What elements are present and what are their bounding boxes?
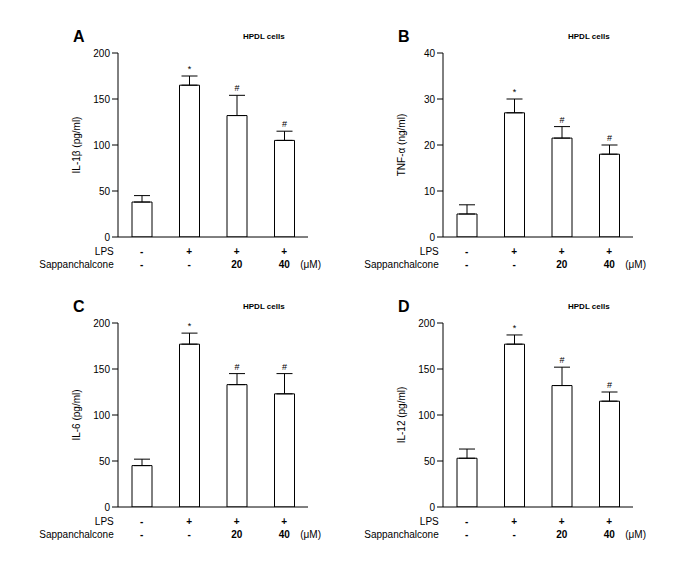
svg-text:LPS: LPS [420, 246, 439, 257]
svg-text:Sappanchalcone: Sappanchalcone [39, 259, 114, 270]
svg-text:100: 100 [93, 410, 110, 421]
svg-text:(μM): (μM) [625, 259, 646, 270]
svg-text:#: # [607, 380, 612, 390]
svg-text:40: 40 [424, 48, 436, 59]
svg-text:-: - [188, 259, 191, 270]
svg-text:+: + [281, 246, 287, 257]
svg-text:+: + [234, 516, 240, 527]
svg-text:10: 10 [424, 186, 436, 197]
svg-text:TNF-α (ng/ml): TNF-α (ng/ml) [396, 114, 407, 176]
svg-text:100: 100 [418, 410, 435, 421]
svg-text:+: + [234, 246, 240, 257]
svg-text:0: 0 [104, 232, 110, 243]
html-text:HPDL cells: HPDL cells [243, 32, 285, 41]
svg-text:Sappanchalcone: Sappanchalcone [364, 259, 439, 270]
svg-text:Sappanchalcone: Sappanchalcone [364, 529, 439, 540]
svg-text:40: 40 [279, 529, 291, 540]
svg-text:0: 0 [429, 502, 435, 513]
svg-text:200: 200 [93, 48, 110, 59]
svg-text:+: + [559, 246, 565, 257]
svg-text:150: 150 [93, 364, 110, 375]
html-text:D: D [398, 298, 410, 315]
svg-text:20: 20 [556, 529, 568, 540]
svg-text:50: 50 [424, 456, 436, 467]
svg-text:(μM): (μM) [300, 529, 321, 540]
svg-text:50: 50 [99, 456, 111, 467]
svg-text:*: * [513, 323, 517, 333]
svg-text:-: - [188, 529, 191, 540]
svg-text:#: # [559, 355, 564, 365]
svg-text:-: - [140, 246, 143, 257]
svg-text:0: 0 [104, 502, 110, 513]
svg-text:+: + [511, 246, 517, 257]
html-text:C: C [73, 298, 85, 315]
svg-text:IL-1β (pg/ml): IL-1β (pg/ml) [71, 117, 82, 174]
svg-text:#: # [282, 119, 287, 129]
svg-text:150: 150 [418, 364, 435, 375]
html-text:B: B [398, 28, 410, 45]
svg-text:+: + [511, 516, 517, 527]
svg-text:-: - [465, 529, 468, 540]
svg-text:IL-12 (pg/ml): IL-12 (pg/ml) [396, 387, 407, 444]
svg-text:150: 150 [93, 94, 110, 105]
svg-text:-: - [513, 259, 516, 270]
html-text:HPDL cells: HPDL cells [568, 32, 610, 41]
svg-text:*: * [513, 87, 517, 97]
svg-text:+: + [559, 516, 565, 527]
svg-text:40: 40 [604, 259, 616, 270]
svg-text:-: - [140, 529, 143, 540]
svg-text:20: 20 [231, 259, 243, 270]
svg-text:+: + [281, 516, 287, 527]
svg-text:+: + [186, 516, 192, 527]
svg-text:-: - [140, 516, 143, 527]
html-text:HPDL cells: HPDL cells [568, 302, 610, 311]
svg-text:#: # [559, 115, 564, 125]
svg-text:-: - [465, 516, 468, 527]
svg-text:*: * [188, 64, 192, 74]
svg-text:(μM): (μM) [625, 529, 646, 540]
svg-text:LPS: LPS [95, 516, 114, 527]
svg-text:-: - [465, 246, 468, 257]
svg-text:#: # [282, 362, 287, 372]
svg-text:Sappanchalcone: Sappanchalcone [39, 529, 114, 540]
html-text:HPDL cells: HPDL cells [243, 302, 285, 311]
svg-text:IL-6 (pg/ml): IL-6 (pg/ml) [71, 389, 82, 440]
svg-text:LPS: LPS [95, 246, 114, 257]
svg-text:30: 30 [424, 94, 436, 105]
svg-text:40: 40 [279, 259, 291, 270]
svg-text:(μM): (μM) [300, 259, 321, 270]
svg-text:+: + [606, 516, 612, 527]
svg-text:-: - [513, 529, 516, 540]
svg-text:#: # [607, 133, 612, 143]
svg-text:+: + [186, 246, 192, 257]
svg-text:20: 20 [231, 529, 243, 540]
svg-text:50: 50 [99, 186, 111, 197]
svg-text:*: * [188, 321, 192, 331]
svg-text:20: 20 [556, 259, 568, 270]
svg-text:200: 200 [418, 318, 435, 329]
svg-text:0: 0 [429, 232, 435, 243]
svg-text:#: # [234, 362, 239, 372]
svg-text:20: 20 [424, 140, 436, 151]
svg-text:-: - [140, 259, 143, 270]
svg-text:-: - [465, 259, 468, 270]
svg-text:+: + [606, 246, 612, 257]
svg-text:100: 100 [93, 140, 110, 151]
svg-text:200: 200 [93, 318, 110, 329]
html-text:A: A [73, 28, 85, 45]
svg-text:40: 40 [604, 529, 616, 540]
svg-text:LPS: LPS [420, 516, 439, 527]
svg-text:#: # [234, 83, 239, 93]
